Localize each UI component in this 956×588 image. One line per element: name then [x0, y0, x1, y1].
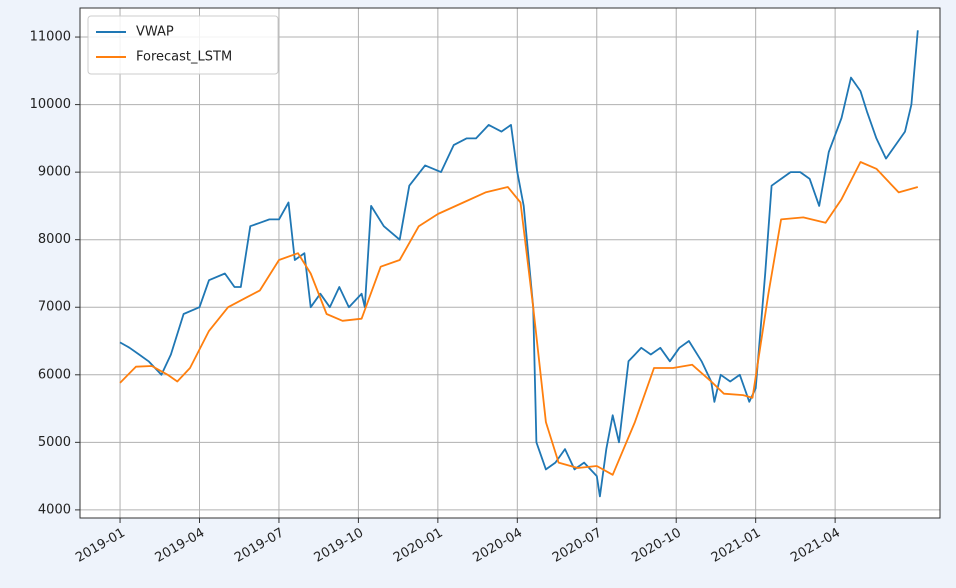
y-tick-label: 9000	[38, 165, 71, 180]
y-tick-label: 7000	[38, 300, 71, 315]
y-tick-label: 6000	[38, 367, 71, 382]
y-tick-label: 4000	[38, 502, 71, 517]
plot-area	[80, 8, 940, 518]
y-tick-label: 8000	[38, 232, 71, 247]
y-tick-label: 10000	[30, 97, 71, 112]
plot-frame	[79, 7, 941, 519]
legend-label: Forecast_LSTM	[136, 50, 232, 65]
y-tick-label: 5000	[38, 435, 71, 450]
series-line	[119, 161, 919, 476]
legend-box	[87, 15, 279, 75]
series-line	[119, 30, 919, 498]
y-tick-label: 11000	[30, 30, 71, 45]
legend-label: VWAP	[136, 25, 174, 40]
